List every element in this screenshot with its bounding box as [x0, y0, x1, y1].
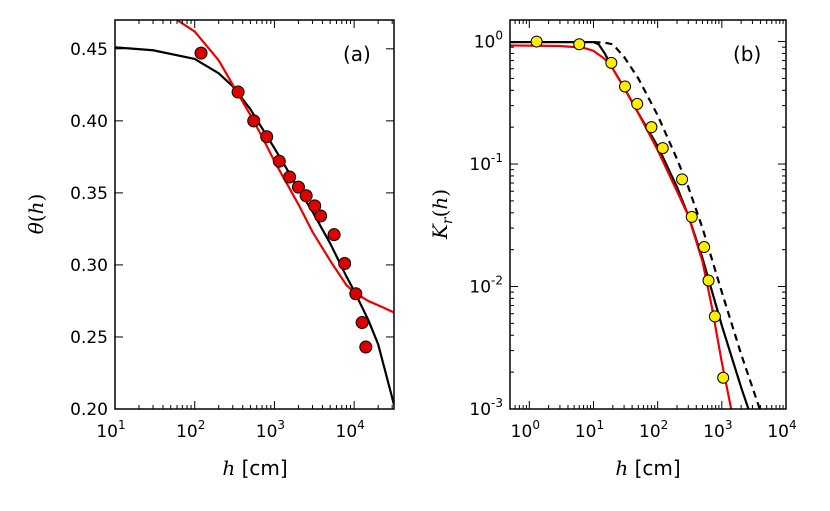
- panel-a-frame: [114, 19, 395, 410]
- panel-a-xtick-label: 101: [96, 418, 125, 442]
- panel-a-label: (a): [343, 42, 371, 66]
- panel-b-data-point: [685, 210, 698, 223]
- panel-a-chart: 101 102 103 104 0.20 0.25 0.30 0.35 0.40 0.45 (a)…: [24, 19, 395, 480]
- panel-a-data-point: [299, 189, 313, 203]
- panel-a-ytick-label: 0.45: [70, 40, 108, 60]
- panel-a-data-point: [272, 154, 286, 168]
- panel-b-xtick-label: 103: [703, 418, 732, 442]
- panel-b-xtick-label: 101: [575, 418, 604, 442]
- panel-b-data-point: [656, 142, 669, 155]
- panel-a-data-point: [349, 287, 363, 301]
- panel-a-ytick-label: 0.40: [70, 112, 108, 132]
- panel-b-data-point: [702, 274, 715, 287]
- panel-a-data-point: [314, 209, 328, 223]
- panel-b-label: (b): [733, 42, 761, 66]
- panel-b-data-point: [605, 56, 618, 69]
- panel-b-data-point: [645, 121, 658, 134]
- panel-a-curve-2: [176, 20, 394, 314]
- panel-a-curve-1: [115, 46, 394, 405]
- panel-b-ytick-label: 10-1: [469, 151, 503, 175]
- panel-b-data-point: [708, 310, 721, 323]
- panel-b-curve-3: [510, 44, 733, 409]
- panel-a-data-point: [359, 340, 373, 354]
- panel-a-ylabel: θ(h): [24, 194, 48, 235]
- panel-a-data-point: [247, 114, 261, 128]
- panel-b-ytick-label: 10-3: [469, 396, 503, 420]
- panel-b-frame: [509, 19, 787, 410]
- panel-a-ytick-label: 0.25: [70, 328, 108, 348]
- panel-a-data-point: [355, 316, 369, 330]
- panel-a-xtick-label: 104: [336, 418, 365, 442]
- panel-a-ytick-label: 0.35: [70, 184, 108, 204]
- panel-b-chart: 100 101 102 103 104 10-3 10-2 10-1 100 (b) Kr(h)…: [428, 19, 797, 480]
- panel-b-ylabel: Kr(h): [428, 189, 456, 240]
- panel-b-data-point: [530, 35, 543, 48]
- panel-b-data-point: [631, 97, 644, 110]
- panel-b-data-point: [573, 38, 586, 51]
- panel-b-data-point: [717, 371, 730, 384]
- panel-b-ytick-label: 100: [474, 29, 503, 53]
- panel-b-data-point: [698, 241, 711, 254]
- panel-a-ytick-label: 0.30: [70, 256, 108, 276]
- panel-b-xtick-label: 100: [511, 418, 540, 442]
- panel-b-ytick-label: 10-2: [469, 274, 503, 298]
- panel-b-xlabel: h [cm]: [615, 456, 680, 480]
- panel-a-data-point: [291, 180, 305, 194]
- panel-a-data-point: [231, 85, 245, 99]
- panel-a-data-point: [308, 199, 322, 213]
- panel-b-xtick-label: 104: [767, 418, 796, 442]
- panel-b-data-point: [676, 173, 689, 186]
- panel-a-data-point: [260, 130, 274, 144]
- panel-a-data-point: [194, 46, 208, 60]
- panel-a-xtick-label: 102: [176, 418, 205, 442]
- panel-a-data-point: [338, 256, 352, 270]
- panel-a-data-point: [283, 170, 297, 184]
- panel-b-curve-2: [593, 41, 761, 409]
- panel-a-ytick-label: 0.20: [70, 400, 108, 420]
- panel-a-xtick-label: 103: [256, 418, 285, 442]
- panel-a-xlabel: h [cm]: [222, 456, 287, 480]
- panel-a-data-point: [327, 228, 341, 242]
- panel-b-xtick-label: 102: [639, 418, 668, 442]
- panel-b-data-point: [619, 80, 632, 93]
